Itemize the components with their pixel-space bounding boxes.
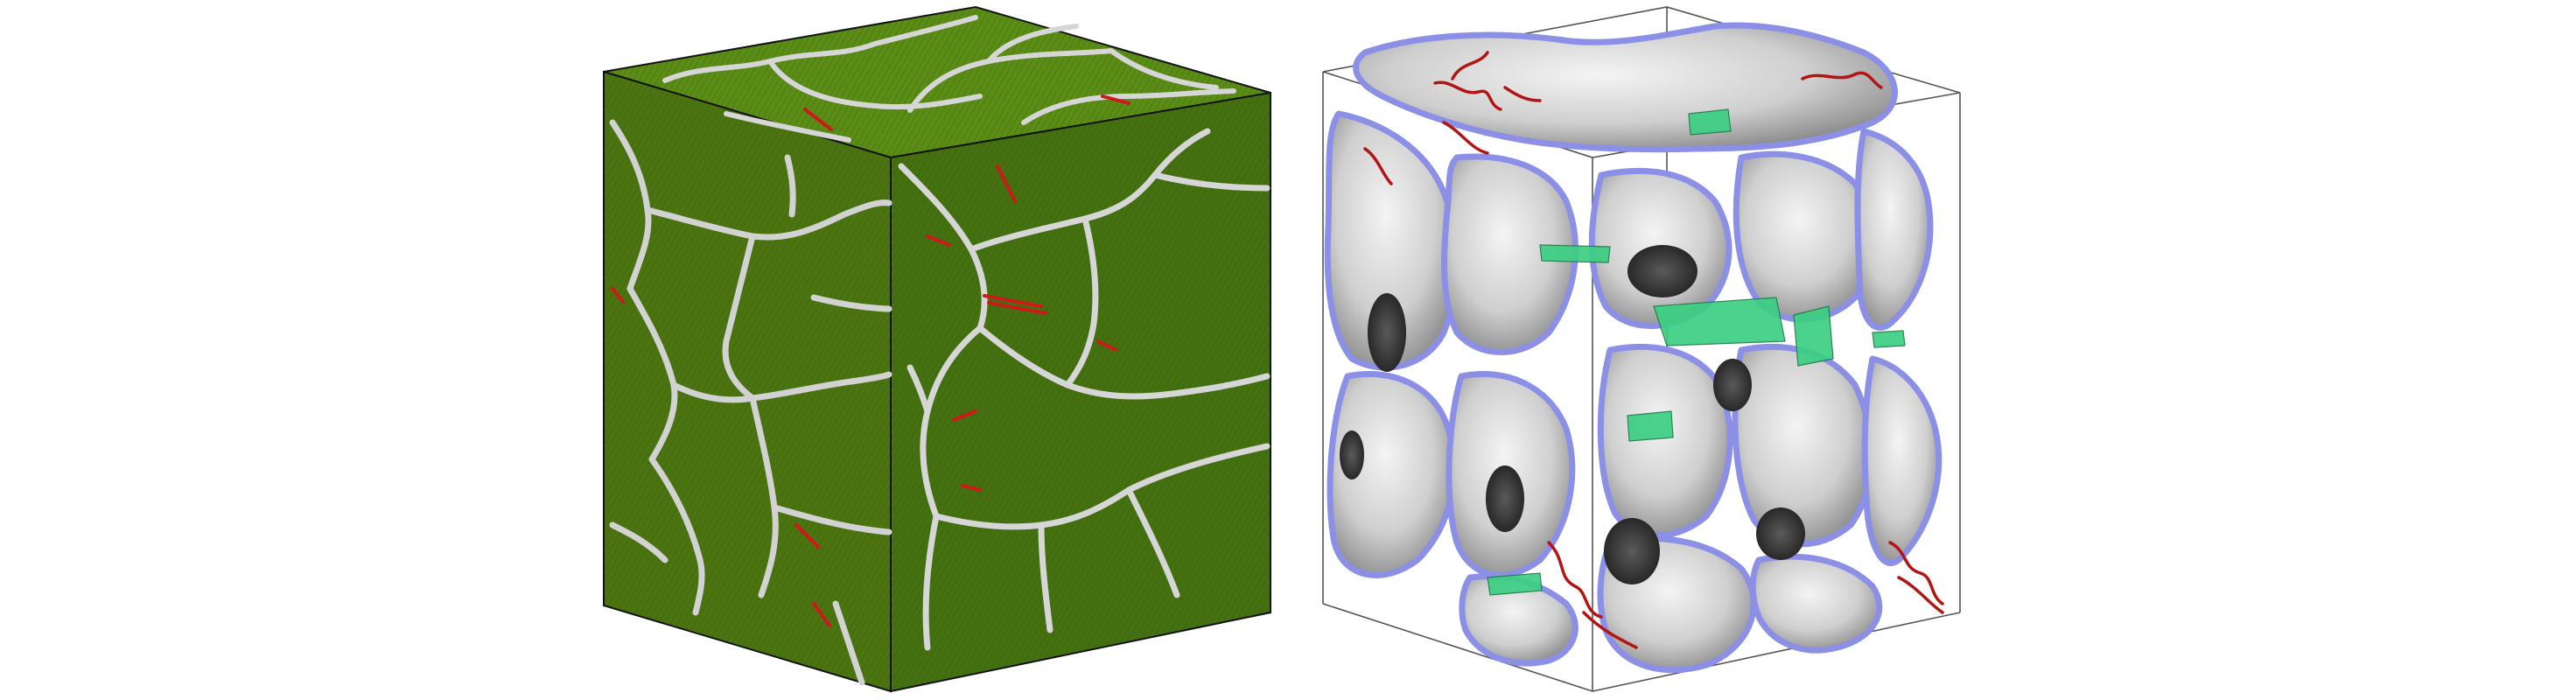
atomistic-polycrystal-cube (604, 7, 1270, 691)
grain-boundary-network-cube (1323, 7, 1960, 691)
